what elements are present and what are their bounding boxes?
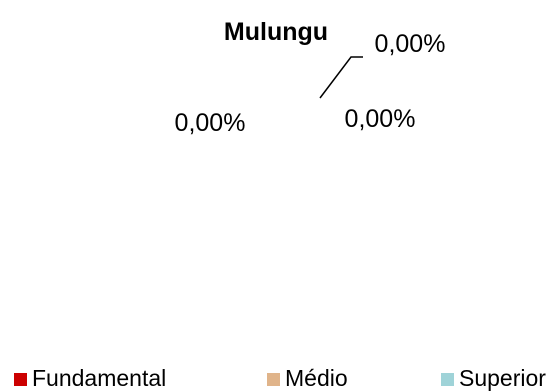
legend-item-superior: Superior (441, 365, 546, 391)
leader-lines (319, 56, 363, 99)
data-label-médio: 0,00% (345, 105, 416, 133)
legend-swatch-superior (441, 373, 454, 386)
data-label-superior: 0,00% (375, 30, 446, 58)
legend-swatch-fundamental (14, 373, 27, 386)
leader-line-superior (319, 56, 363, 99)
data-labels: 0,00% 0,00% 0,00% (175, 30, 446, 137)
legend-label-superior: Superior (459, 365, 546, 391)
chart-title: Mulungu (224, 18, 328, 46)
legend-item-m-dio: Médio (267, 365, 348, 391)
data-label-fundamental: 0,00% (175, 109, 246, 137)
legend-item-fundamental: Fundamental (14, 365, 166, 391)
legend-swatch-m-dio (267, 373, 280, 386)
legend: Fundamental Médio Superior (14, 365, 546, 391)
legend-label-m-dio: Médio (285, 365, 348, 391)
legend-label-fundamental: Fundamental (32, 365, 166, 391)
